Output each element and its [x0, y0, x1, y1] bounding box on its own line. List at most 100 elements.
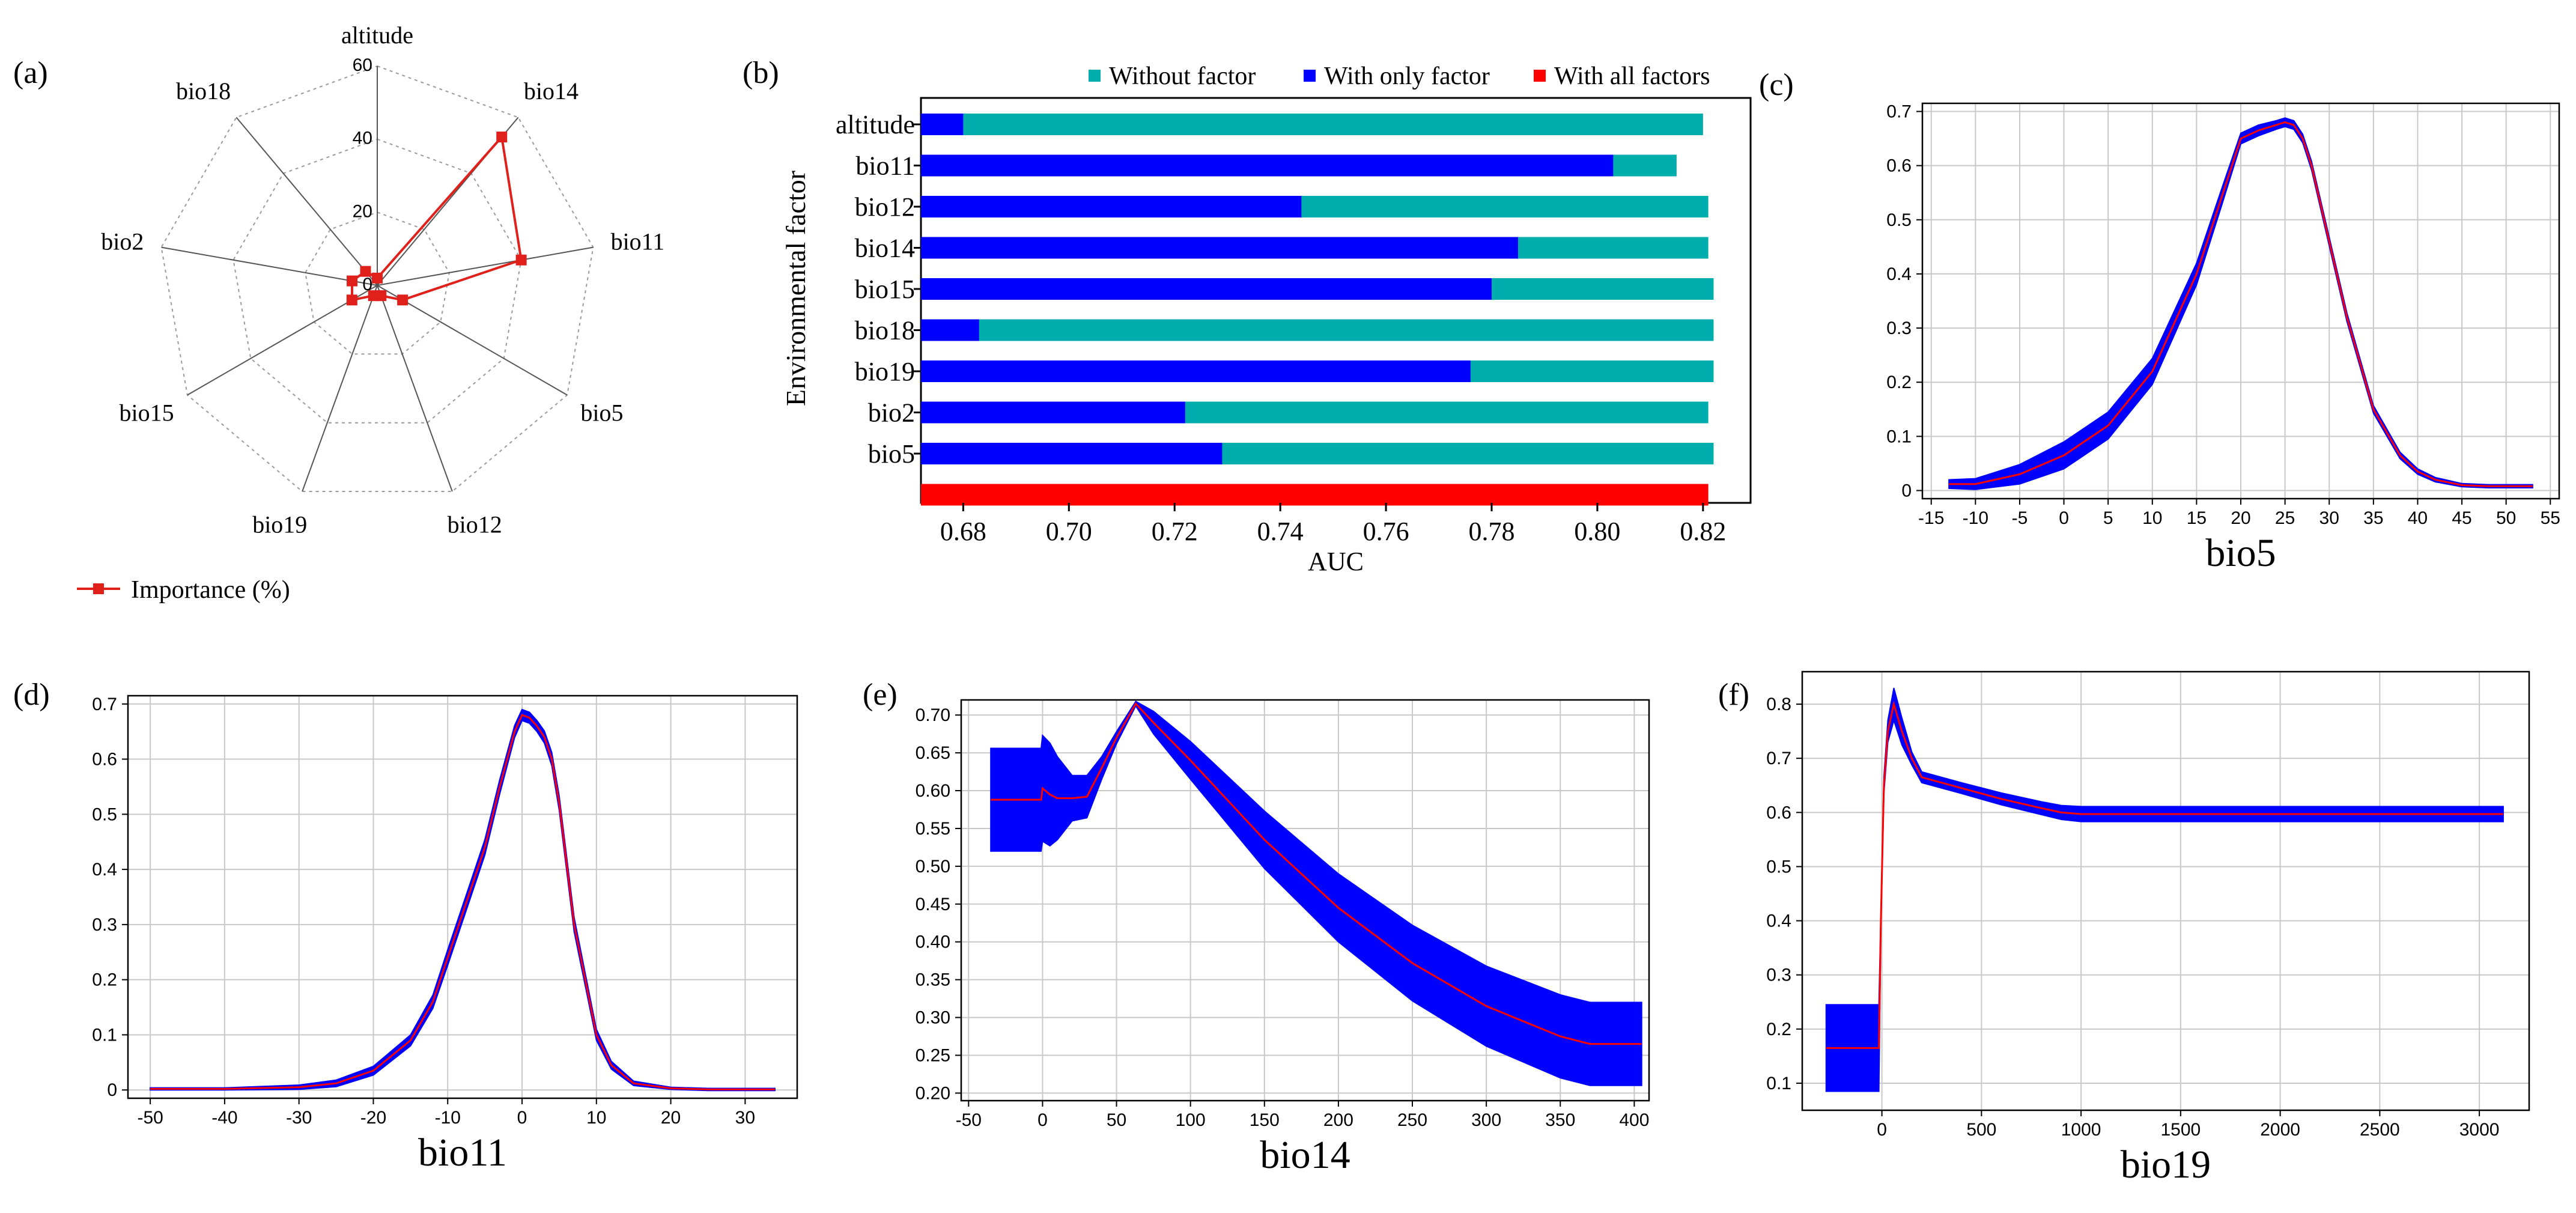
radar-chart-a: altitude bio14 bio11 bio5 bio12 bio19 bio15 bio…	[77, 22, 664, 604]
ytick-label-f: 0.7	[1766, 749, 1791, 768]
xtick-label-e: 150	[1250, 1110, 1280, 1130]
panel-label-e: (e)	[863, 678, 898, 712]
xtick-label-c: 55	[2541, 508, 2560, 528]
radar-axis-label: bio12	[448, 511, 502, 538]
plot-frame-e	[960, 699, 1650, 1102]
radar-point-bio11	[515, 254, 527, 266]
ytick-label-d: 0.7	[92, 695, 117, 714]
ytick-label-c: 0.1	[1886, 427, 1912, 446]
ytick-label-c: 0.5	[1886, 210, 1912, 230]
radar-spoke	[377, 246, 594, 286]
xtick-label-f: 2500	[2360, 1120, 2400, 1140]
xtick-label-e: 250	[1397, 1110, 1427, 1130]
mean-line-c	[1949, 121, 2533, 487]
legend-label-b-2: With all factors	[1554, 62, 1710, 90]
ytick-label-d: 0.2	[92, 970, 117, 990]
xtick-label-d: 10	[586, 1108, 606, 1128]
ytick-label-d: 0.4	[92, 860, 117, 880]
bar-with-only-factor-bio14	[921, 237, 1518, 259]
plot-frame-c	[1921, 102, 2560, 500]
xtick-label-e: 400	[1619, 1110, 1649, 1130]
mean-line-f	[1826, 701, 2503, 1049]
xtick-label-c: -5	[2012, 508, 2028, 528]
radar-point-bio14	[496, 132, 508, 143]
bar-with-all-factors	[921, 484, 1709, 506]
panel-label-c: (c)	[1759, 68, 1794, 102]
xtick-label-d: 30	[735, 1108, 755, 1128]
ytick-label-d: 0	[107, 1080, 117, 1100]
category-label-bio14: bio14	[855, 234, 915, 263]
xtick-label-d: -50	[137, 1108, 163, 1128]
legend-swatch-b-0	[1089, 70, 1101, 82]
bar-with-only-factor-bio11	[921, 154, 1614, 177]
ytick-label-f: 0.4	[1766, 911, 1791, 931]
xtick-label-c: 40	[2408, 508, 2428, 528]
radar-axis-label: bio5	[580, 400, 623, 427]
category-label-bio5: bio5	[868, 439, 915, 469]
ytick-label-d: 0.3	[92, 915, 117, 935]
plot-bg-d	[128, 696, 797, 1098]
xtick-label-b: 0.82	[1680, 517, 1726, 546]
bar-with-only-factor-bio12	[921, 196, 1302, 217]
xtick-label-e: 0	[1037, 1110, 1048, 1130]
radar-spoke	[161, 246, 378, 286]
legend-label-b-1: With only factor	[1324, 62, 1490, 90]
ytick-label-f: 0.2	[1766, 1020, 1791, 1039]
radar-radial-tick: 40	[353, 129, 372, 148]
plot-frame-d	[127, 695, 798, 1099]
xtick-label-b: 0.70	[1046, 517, 1092, 546]
bar-with-only-factor-bio18	[921, 319, 979, 341]
xtick-label-c: 10	[2142, 508, 2162, 528]
panel-label-a: (a)	[13, 56, 48, 90]
response-curve-c: -15 -10 -5 0 5 10 15 20 25 30 35 40 45 50 55 0 0.1 0.2 0.3…	[1886, 102, 2560, 575]
radar-spoke	[187, 285, 378, 396]
panel-label-f: (f)	[1718, 678, 1749, 712]
ytick-label-c: 0.3	[1886, 318, 1912, 338]
category-label-bio11: bio11	[855, 151, 915, 181]
xtick-label-b: 0.80	[1574, 517, 1620, 546]
ytick-label-e: 0.20	[916, 1083, 950, 1103]
xtick-label-c: 0	[2059, 508, 2069, 528]
xtick-label-e: 200	[1323, 1110, 1353, 1130]
xtick-label-d: -40	[211, 1108, 237, 1128]
category-label-bio19: bio19	[855, 357, 915, 386]
mean-line-d	[150, 714, 775, 1090]
radar-point-altitude	[372, 272, 383, 284]
radar-radial-tick: 60	[353, 55, 372, 75]
radar-point-bio19	[368, 290, 379, 302]
xtick-label-d: -30	[286, 1108, 312, 1128]
xaxis-title-c: bio5	[2205, 531, 2276, 575]
xtick-label-d: 20	[661, 1108, 681, 1128]
yaxis-title-b: Environmental factor	[780, 171, 811, 406]
xtick-label-b: 0.68	[940, 517, 986, 546]
legend-label-b-0: Without factor	[1109, 62, 1256, 90]
legend-label-importance: Importance (%)	[131, 576, 290, 604]
mean-line-e	[991, 702, 1642, 1045]
xtick-label-d: 0	[517, 1108, 527, 1128]
xtick-label-c: 30	[2319, 508, 2339, 528]
radar-axis-label: bio15	[120, 400, 174, 427]
category-label-bio15: bio15	[855, 275, 915, 304]
xaxis-title-b: AUC	[1308, 547, 1364, 576]
ytick-label-e: 0.25	[916, 1045, 950, 1065]
sd-band-c	[1948, 117, 2533, 490]
radar-point-bio18	[360, 266, 371, 277]
ytick-label-e: 0.40	[916, 932, 950, 952]
ytick-label-e: 0.55	[916, 819, 950, 839]
ytick-label-f: 0.8	[1766, 695, 1791, 714]
ytick-label-f: 0.6	[1766, 803, 1791, 822]
ytick-label-e: 0.65	[916, 743, 950, 763]
xaxis-title-f: bio19	[2121, 1143, 2211, 1187]
xtick-label-c: 20	[2231, 508, 2250, 528]
radar-ring	[232, 138, 522, 424]
bar-with-only-factor-bio5	[921, 443, 1223, 464]
radar-ring	[305, 211, 450, 355]
response-curve-d: -50 -40 -30 -20 -10 0 10 20 30 0 0.1 0.2 0.3 0.4 0.5 0.…	[92, 695, 798, 1175]
bar-with-only-factor-altitude	[921, 114, 964, 135]
xaxis-title-d: bio11	[418, 1131, 507, 1175]
ytick-label-c: 0.6	[1886, 156, 1912, 176]
xtick-label-c: 5	[2103, 508, 2113, 528]
panel-label-b: (b)	[743, 56, 779, 90]
sd-band-d	[150, 708, 776, 1092]
